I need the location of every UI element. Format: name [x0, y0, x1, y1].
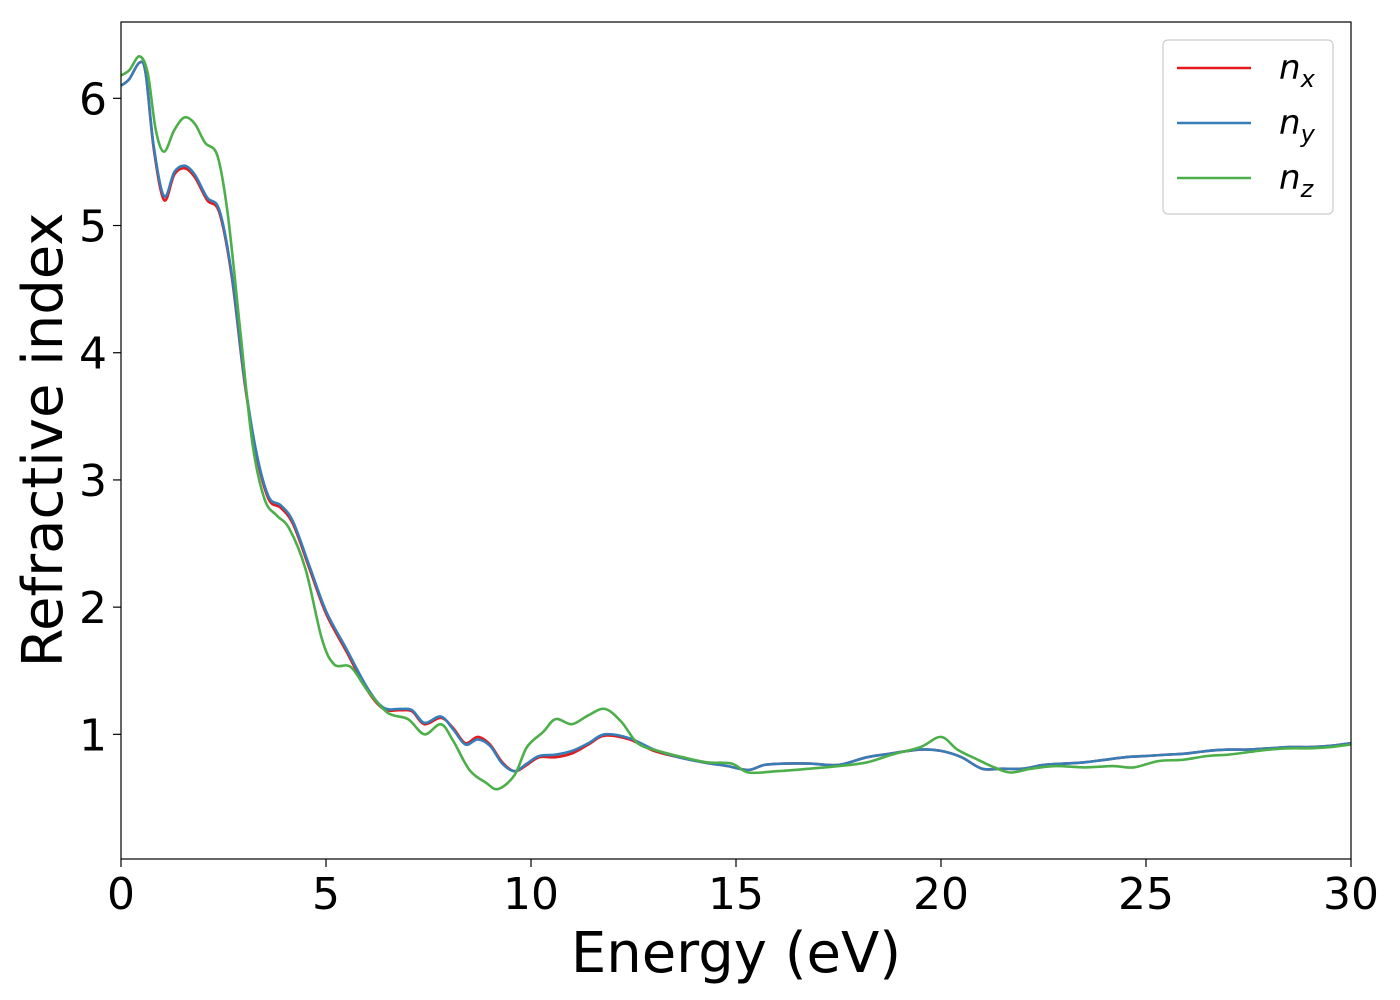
x-tick-label: 10 — [503, 869, 559, 920]
y-tick-label: 3 — [79, 456, 107, 507]
series-line-ny — [121, 60, 1351, 773]
y-tick-label: 2 — [79, 583, 107, 634]
x-tick-label: 5 — [312, 869, 340, 920]
y-tick-label: 4 — [79, 329, 107, 380]
x-axis-ticks: 0 5 10 15 20 25 30 — [107, 859, 1379, 920]
series-line-nz — [121, 55, 1351, 791]
series-layer — [121, 55, 1351, 791]
y-tick-label: 1 — [79, 710, 107, 761]
y-tick-label: 5 — [79, 202, 107, 253]
x-tick-label: 25 — [1118, 869, 1174, 920]
x-tick-label: 0 — [107, 869, 135, 920]
x-tick-label: 15 — [708, 869, 764, 920]
x-tick-label: 20 — [913, 869, 969, 920]
x-axis-label: Energy (eV) — [571, 921, 901, 986]
y-axis-ticks: 1 2 3 4 5 6 — [79, 74, 121, 761]
legend-frame — [1162, 39, 1334, 215]
x-tick-label: 30 — [1323, 869, 1379, 920]
y-axis-label: Refractive index — [11, 213, 76, 668]
y-tick-label: 6 — [79, 74, 107, 125]
series-lines — [121, 55, 1351, 791]
